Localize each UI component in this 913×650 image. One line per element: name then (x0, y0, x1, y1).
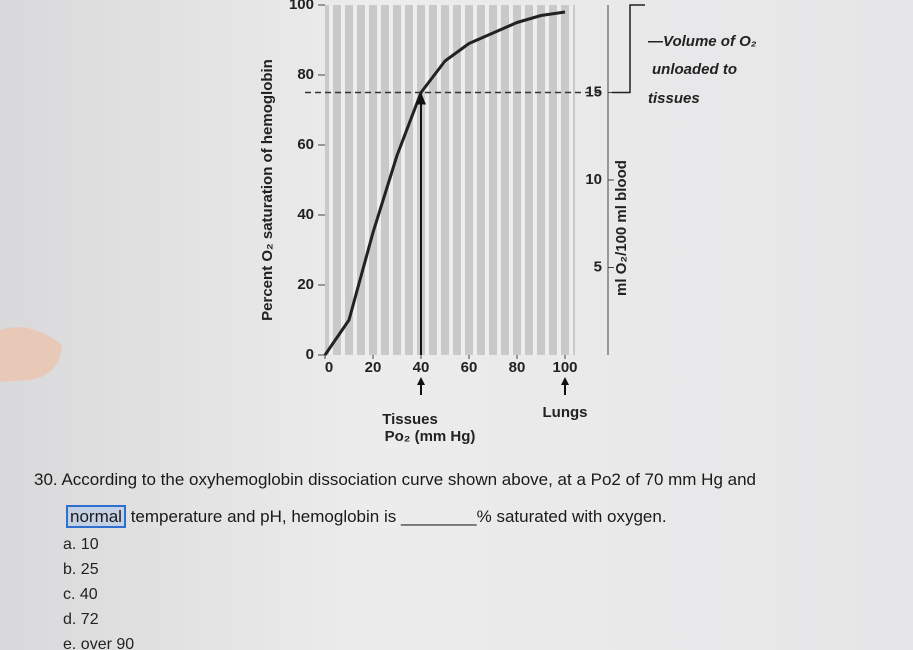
y2-tick-label: 15 (585, 83, 602, 100)
question-text: According to the oxyhemoglobin dissociat… (61, 470, 757, 489)
question-line: normal temperature and pH, hemoglobin is… (66, 505, 667, 528)
bracket-label: —Volume of O₂ (647, 33, 757, 50)
y-tick-label: 100 (289, 0, 314, 13)
option: a. 10 (63, 536, 99, 553)
y-tick-label: 60 (297, 136, 314, 153)
y2-tick-label: 5 (594, 258, 602, 275)
option: c. 40 (63, 586, 98, 603)
annotation: Lungs (543, 404, 588, 421)
question-line: 30. According to the oxyhemoglobin disso… (34, 470, 756, 490)
bracket (612, 4, 645, 94)
question-text: temperature and pH, hemoglobin is ______… (130, 507, 667, 526)
y2-tick-label: 10 (585, 171, 602, 188)
y2-axis-label: ml O₂/100 ml blood (613, 160, 630, 296)
chart: Percent O₂ saturation of hemoglobin ml O… (0, 0, 757, 445)
arrow-head (417, 377, 425, 385)
y-axis-label: Percent O₂ saturation of hemoglobin (259, 59, 276, 321)
highlight: normal (66, 505, 126, 528)
x-tick-label: 80 (509, 359, 526, 376)
x-tick-label: 40 (413, 359, 430, 376)
x-tick-label: 100 (552, 359, 577, 376)
y-tick-label: 20 (297, 276, 314, 293)
x-axis-label: Po₂ (mm Hg) (385, 428, 476, 445)
x-tick-label: 20 (365, 359, 382, 376)
arrow-head (416, 92, 426, 105)
option: e. over 90 (63, 636, 135, 650)
bracket-label: tissues (648, 90, 700, 107)
annotation: Tissues (382, 411, 438, 428)
option: d. 72 (63, 611, 99, 628)
arrow-head (561, 377, 569, 385)
finger (0, 327, 62, 382)
y-tick-label: 40 (297, 206, 314, 223)
x-tick-label: 60 (461, 359, 478, 376)
bracket-label: unloaded to (652, 61, 737, 78)
x-tick-label: 0 (325, 359, 333, 376)
y-tick-label: 80 (297, 66, 314, 83)
curve (323, 10, 566, 356)
question-number: 30. (34, 470, 58, 489)
y-tick-label: 0 (306, 346, 314, 363)
option: b. 25 (63, 561, 99, 578)
